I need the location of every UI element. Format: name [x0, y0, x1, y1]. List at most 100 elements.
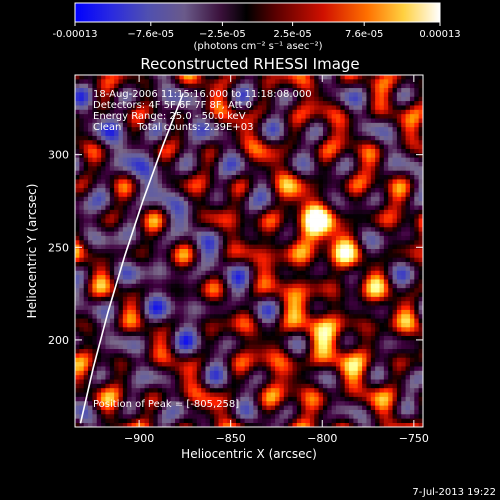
- heatmap-cell: [175, 118, 180, 124]
- heatmap-cell: [153, 275, 159, 280]
- heatmap-cell: [105, 244, 111, 250]
- heatmap-cell: [270, 279, 276, 285]
- heatmap-cell: [75, 188, 80, 193]
- heatmap-cell: [196, 292, 202, 298]
- heatmap-cell: [392, 162, 398, 167]
- heatmap-cell: [288, 283, 293, 289]
- heatmap-cell: [296, 144, 302, 150]
- heatmap-cell: [336, 327, 341, 333]
- heatmap-cell: [379, 148, 385, 154]
- heatmap-cell: [140, 222, 145, 228]
- heatmap-cell: [188, 231, 193, 237]
- heatmap-cell: [309, 240, 315, 246]
- heatmap-cell: [283, 148, 289, 154]
- heatmap-cell: [79, 214, 85, 219]
- heatmap-cell: [249, 314, 254, 319]
- heatmap-cell: [135, 153, 141, 159]
- heatmap-cell: [362, 88, 367, 93]
- heatmap-cell: [131, 135, 137, 141]
- heatmap-cell: [314, 275, 319, 280]
- heatmap-cell: [127, 309, 132, 315]
- heatmap-cell: [331, 175, 337, 180]
- heatmap-cell: [135, 309, 141, 315]
- heatmap-cell: [392, 240, 398, 246]
- heatmap-cell: [292, 214, 298, 219]
- heatmap-cell: [362, 235, 367, 241]
- heatmap-cell: [188, 183, 193, 189]
- heatmap-cell: [227, 322, 232, 328]
- heatmap-cell: [92, 201, 98, 206]
- heatmap-cell: [205, 162, 211, 167]
- heatmap-cell: [79, 114, 85, 119]
- heatmap-cell: [148, 101, 154, 106]
- heatmap-cell: [244, 336, 250, 341]
- heatmap-cell: [218, 96, 224, 102]
- heatmap-cell: [370, 336, 376, 341]
- heatmap-cell: [344, 235, 350, 241]
- heatmap-cell: [179, 283, 185, 289]
- heatmap-cell: [122, 175, 128, 180]
- heatmap-cell: [235, 148, 241, 154]
- heatmap-cell: [75, 262, 80, 267]
- heatmap-cell: [353, 231, 359, 237]
- heatmap-cell: [188, 305, 193, 311]
- heatmap-cell: [201, 153, 206, 159]
- heatmap-cell: [401, 275, 406, 280]
- heatmap-cell: [292, 270, 298, 276]
- heatmap-cell: [157, 114, 163, 119]
- heatmap-cell: [166, 296, 172, 302]
- heatmap-cell: [114, 270, 119, 276]
- heatmap-cell: [409, 314, 415, 319]
- heatmap-cell: [192, 153, 198, 159]
- heatmap-cell: [162, 105, 167, 111]
- heatmap-cell: [353, 101, 359, 106]
- heatmap-cell: [257, 144, 263, 150]
- heatmap-cell: [296, 196, 302, 202]
- heatmap-cell: [275, 296, 280, 302]
- heatmap-cell: [357, 340, 363, 346]
- heatmap-cell: [222, 148, 228, 154]
- heatmap-cell: [314, 170, 319, 176]
- heatmap-cell: [414, 253, 420, 259]
- heatmap-cell: [331, 288, 337, 293]
- heatmap-cell: [175, 314, 180, 319]
- heatmap-cell: [362, 266, 367, 272]
- heatmap-cell: [118, 75, 124, 80]
- heatmap-cell: [170, 175, 176, 180]
- heatmap-cell: [301, 105, 306, 111]
- heatmap-cell: [336, 292, 341, 298]
- heatmap-cell: [353, 301, 359, 306]
- heatmap-cell: [253, 179, 259, 185]
- heatmap-cell: [357, 166, 363, 172]
- heatmap-cell: [105, 231, 111, 237]
- heatmap-cell: [118, 144, 124, 150]
- heatmap-cell: [383, 309, 389, 315]
- heatmap-cell: [244, 214, 250, 219]
- heatmap-cell: [370, 327, 376, 333]
- heatmap-cell: [388, 153, 393, 159]
- heatmap-cell: [314, 257, 319, 263]
- heatmap-cell: [357, 188, 363, 193]
- heatmap-cell: [144, 322, 150, 328]
- heatmap-cell: [383, 88, 389, 93]
- heatmap-cell: [183, 170, 189, 176]
- heatmap-cell: [296, 157, 302, 163]
- heatmap-cell: [275, 148, 280, 154]
- heatmap-cell: [101, 292, 106, 298]
- heatmap-cell: [231, 92, 237, 98]
- heatmap-cell: [222, 240, 228, 246]
- heatmap-cell: [253, 240, 259, 246]
- heatmap-cell: [218, 231, 224, 237]
- heatmap-cell: [401, 266, 406, 272]
- heatmap-cell: [270, 153, 276, 159]
- heatmap-cell: [88, 249, 93, 254]
- heatmap-cell: [353, 201, 359, 206]
- heatmap-cell: [249, 266, 254, 272]
- heatmap-cell: [218, 240, 224, 246]
- heatmap-cell: [322, 331, 328, 337]
- heatmap-cell: [101, 88, 106, 93]
- heatmap-cell: [275, 253, 280, 259]
- heatmap-cell: [344, 275, 350, 280]
- heatmap-cell: [357, 235, 363, 241]
- heatmap-cell: [101, 188, 106, 193]
